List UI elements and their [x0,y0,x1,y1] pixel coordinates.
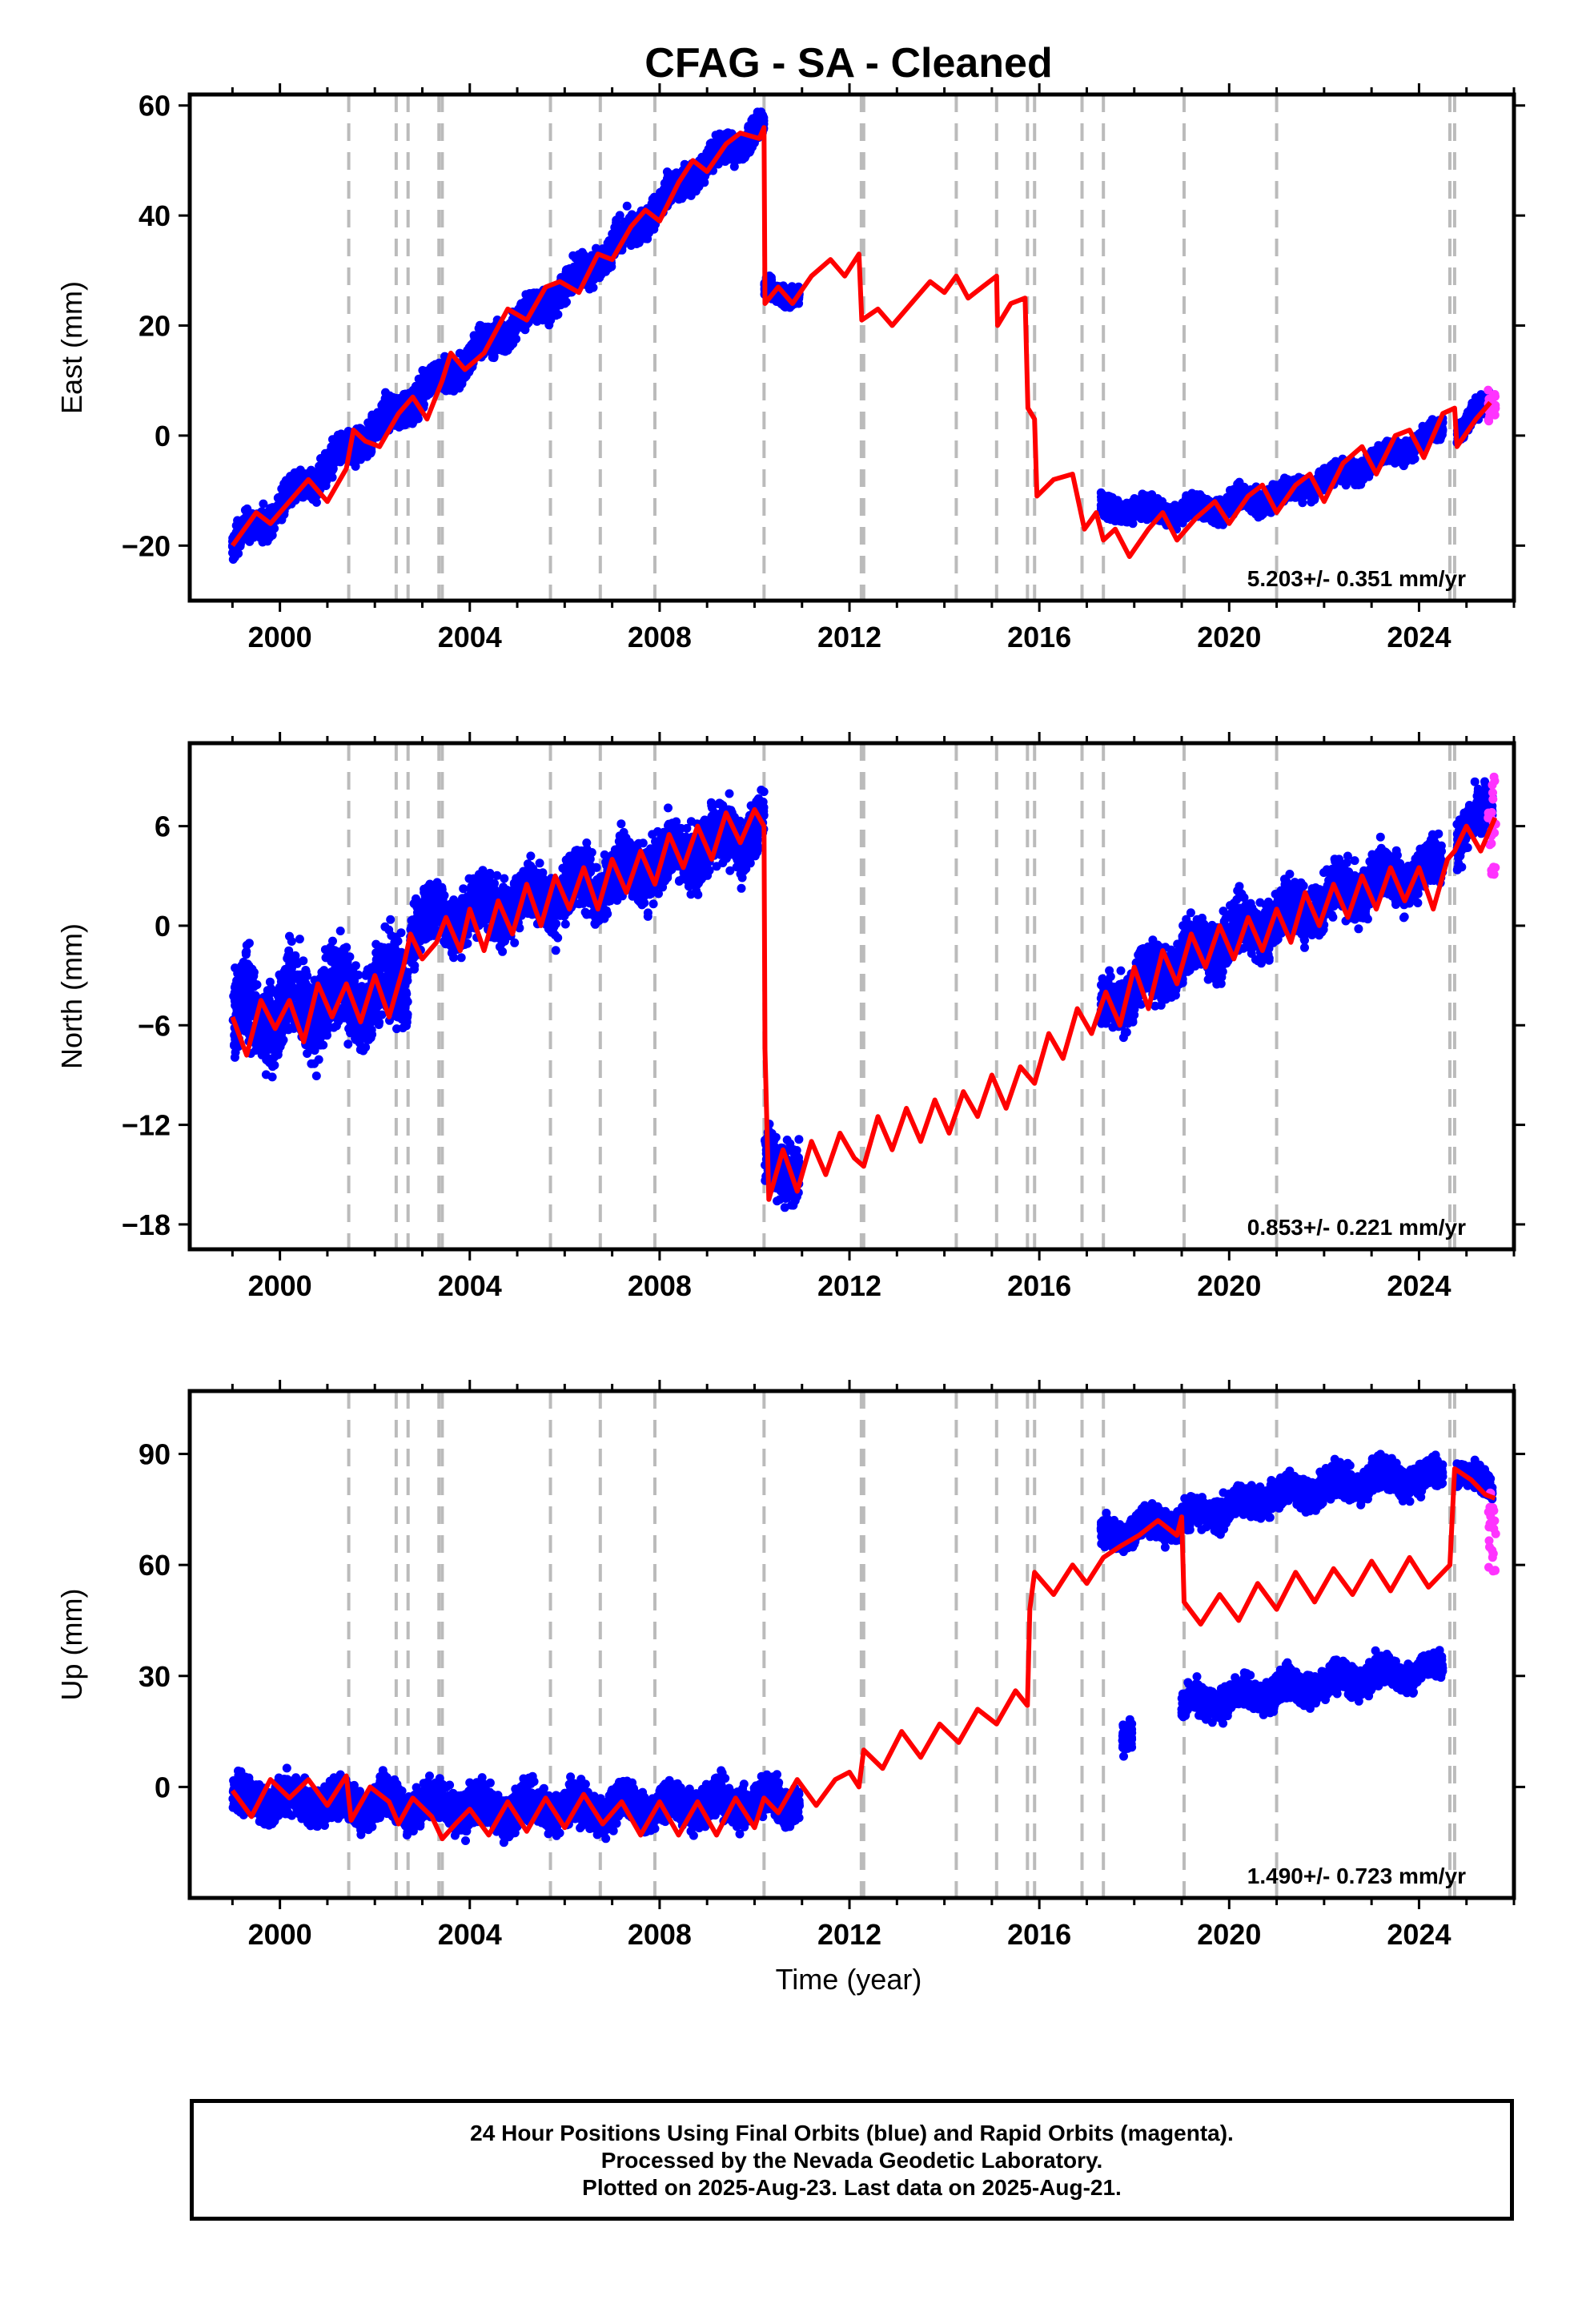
x-tick-label: 2016 [1007,1269,1071,1302]
final-orbit-points [227,107,769,564]
y-axis-label: Up (mm) [55,1589,88,1701]
y-tick-label: 20 [139,310,171,343]
y-tick-label: 40 [139,199,171,232]
x-tick-label: 2012 [817,1269,881,1302]
x-tick-label: 2020 [1197,1918,1261,1951]
x-tick-label: 2020 [1197,621,1261,653]
x-tick-label: 2024 [1387,621,1451,653]
x-axis-label: Time (year) [776,1963,922,1996]
rate-label: 1.490+/- 0.723 mm/yr [1247,1864,1466,1888]
final-orbit-points [1177,1646,1447,1728]
footer-note: 24 Hour Positions Using Final Orbits (bl… [190,2099,1514,2221]
y-tick-label: 90 [139,1438,171,1471]
panel-data [228,1391,1500,1898]
panel-frame [187,1389,1516,1900]
x-tick-label: 2004 [438,1918,502,1951]
y-tick-label: 30 [139,1660,171,1693]
y-tick-label: −6 [138,1009,171,1042]
y-tick-label: 0 [155,910,171,943]
y-tick-label: −12 [122,1109,171,1142]
x-tick-label: 2024 [1387,1918,1451,1951]
x-tick-label: 2024 [1387,1269,1451,1302]
rapid-orbit-points [1484,1488,1500,1576]
x-tick-label: 2008 [628,621,692,653]
footer-line-orbits: 24 Hour Positions Using Final Orbits (bl… [470,2121,1234,2145]
panel-data [228,743,1500,1249]
y-tick-label: 0 [155,420,171,452]
x-tick-label: 2016 [1007,1918,1071,1951]
final-orbit-points [1096,829,1447,1043]
rate-label: 0.853+/- 0.221 mm/yr [1247,1215,1466,1240]
x-tick-label: 2000 [248,1269,312,1302]
y-tick-label: 0 [155,1771,171,1803]
x-tick-label: 2016 [1007,621,1071,653]
final-orbit-points [1118,1715,1137,1761]
x-tick-label: 2000 [248,621,312,653]
rate-label: 5.203+/- 0.351 mm/yr [1247,566,1466,591]
x-tick-label: 2008 [628,1918,692,1951]
model-line [230,806,1498,1202]
footer-line-plotted: Plotted on 2025-Aug-23. Last data on 202… [582,2175,1122,2200]
x-tick-label: 2004 [438,621,502,653]
panel-frame [187,92,1516,603]
footer-line-processed: Processed by the Nevada Geodetic Laborat… [600,2148,1103,2173]
final-orbit-points [1452,777,1497,875]
y-axis-label: East (mm) [55,281,88,414]
east-panel: 2000 2004 2008 2012 2016 2020 2024 −20 0 20 40 60 Ea… [55,83,1525,653]
y-tick-label: −20 [122,529,171,562]
y-tick-label: 60 [139,1549,171,1582]
y-axis-label: North (mm) [55,923,88,1069]
x-tick-label: 2012 [817,621,881,653]
panel-data [227,94,1500,601]
model-line [230,125,1492,559]
chart-title: CFAG - SA - Cleaned [644,40,1052,86]
final-orbit-points [1452,1455,1497,1504]
final-orbit-points [1096,413,1447,534]
x-tick-label: 2012 [817,1918,881,1951]
y-tick-label: −18 [122,1208,171,1241]
x-tick-label: 2004 [438,1269,502,1302]
y-tick-label: 60 [139,90,171,123]
y-tick-label: 6 [155,810,171,843]
model-line [230,1466,1496,1842]
x-tick-label: 2008 [628,1269,692,1302]
up-panel: 2000 2004 2008 2012 2016 2020 2024 0 30 60 90 Up (m… [55,1380,1525,1951]
north-panel: 2000 2004 2008 2012 2016 2020 2024 −18 −12 −6 0 6 No… [55,732,1525,1302]
x-tick-label: 2020 [1197,1269,1261,1302]
x-tick-label: 2000 [248,1918,312,1951]
final-orbit-points [1096,1449,1447,1557]
panel-frame [187,741,1516,1252]
